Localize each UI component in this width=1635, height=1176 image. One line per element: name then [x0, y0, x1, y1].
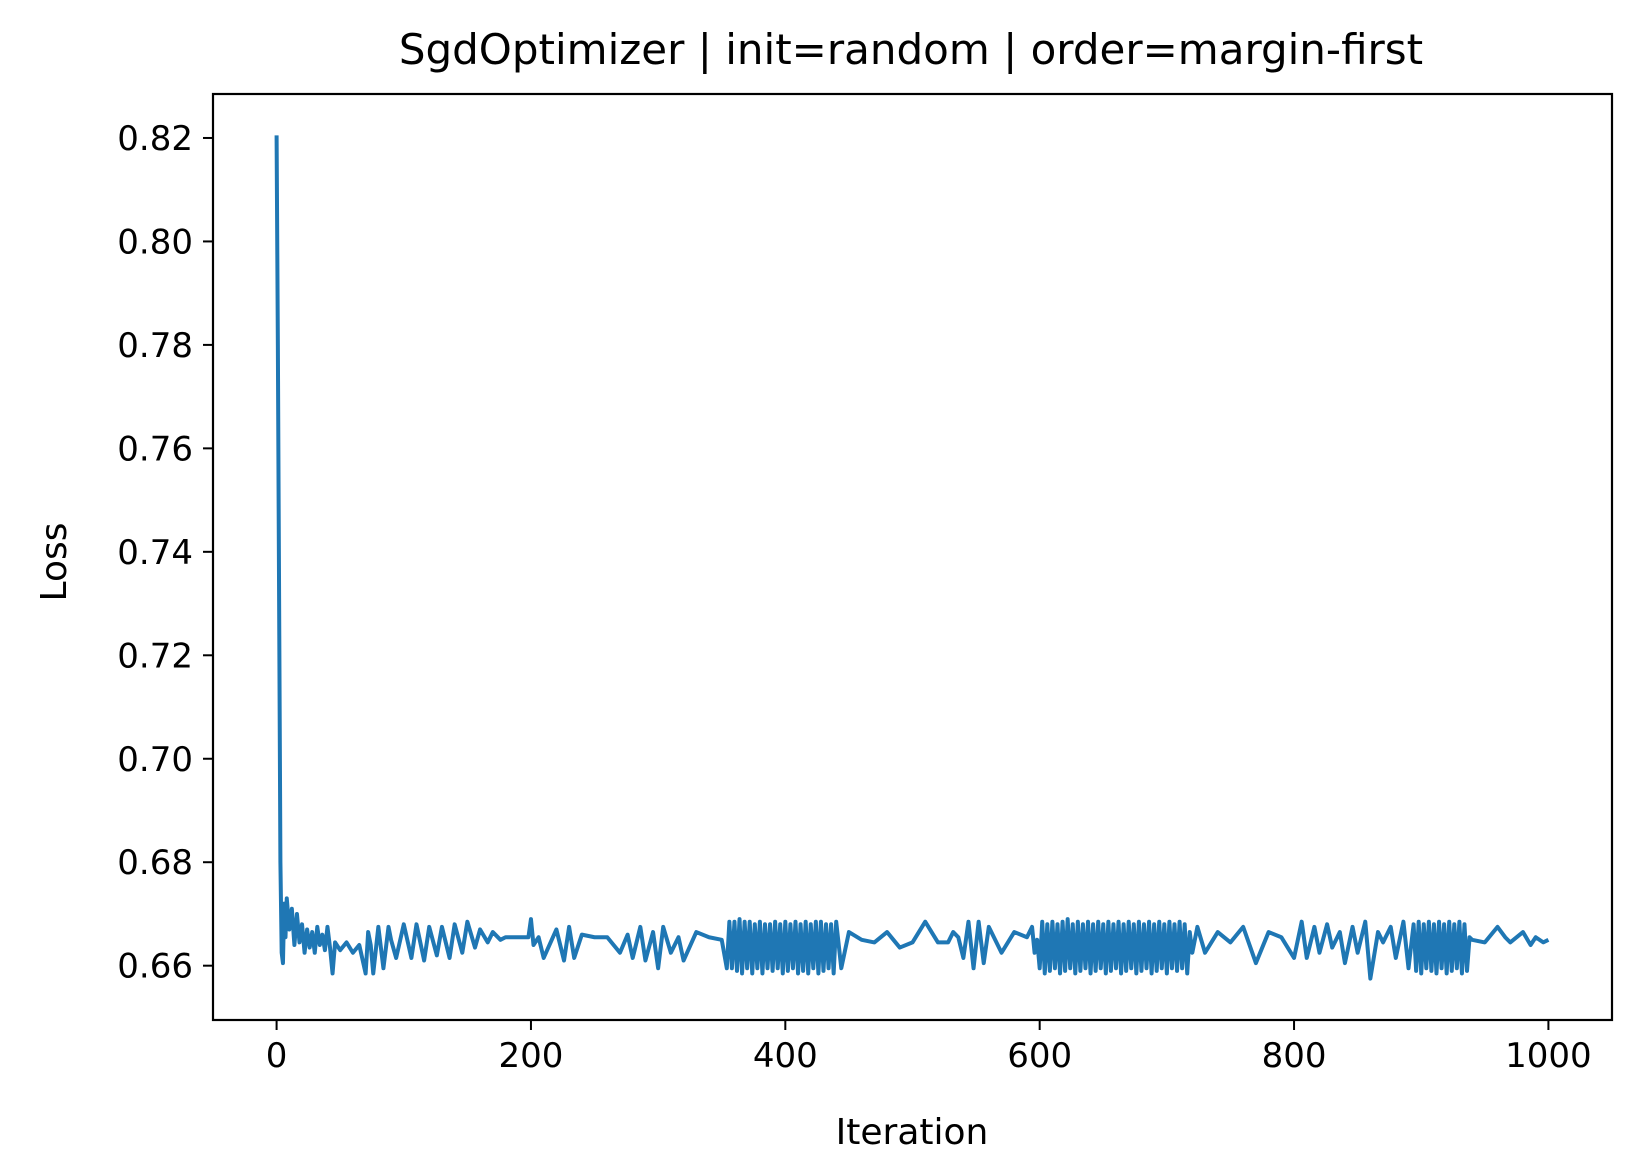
chart-title: SgdOptimizer | init=random | order=margi…: [399, 25, 1423, 74]
y-tick-label: 0.82: [117, 119, 193, 159]
x-tick-label: 0: [266, 1036, 288, 1076]
y-tick-label: 0.66: [117, 947, 193, 987]
y-axis-label: Loss: [34, 523, 75, 602]
y-tick-label: 0.80: [117, 222, 193, 262]
y-tick-label: 0.78: [117, 326, 193, 366]
axes-frame: [211, 92, 1614, 1022]
x-tick-label: 400: [753, 1036, 818, 1076]
y-tick-label: 0.74: [117, 533, 193, 573]
x-axis-label: Iteration: [836, 1112, 989, 1153]
loss-series-line: [274, 135, 1550, 981]
x-tick-label: 600: [1007, 1036, 1072, 1076]
x-tick-label: 200: [499, 1036, 564, 1076]
x-tick-label: 1000: [1505, 1036, 1592, 1076]
y-axis: 0.66 0.68 0.70 0.72 0.74 0.76 0.78 0.80 0.82: [117, 119, 213, 987]
plot-area: [211, 92, 1614, 1022]
x-axis: 0 200 400 600 800 1000: [266, 1020, 1592, 1076]
y-tick-label: 0.68: [117, 843, 193, 883]
y-tick-label: 0.76: [117, 429, 193, 469]
y-tick-label: 0.72: [117, 636, 193, 676]
y-tick-label: 0.70: [117, 740, 193, 780]
x-tick-label: 800: [1262, 1036, 1327, 1076]
